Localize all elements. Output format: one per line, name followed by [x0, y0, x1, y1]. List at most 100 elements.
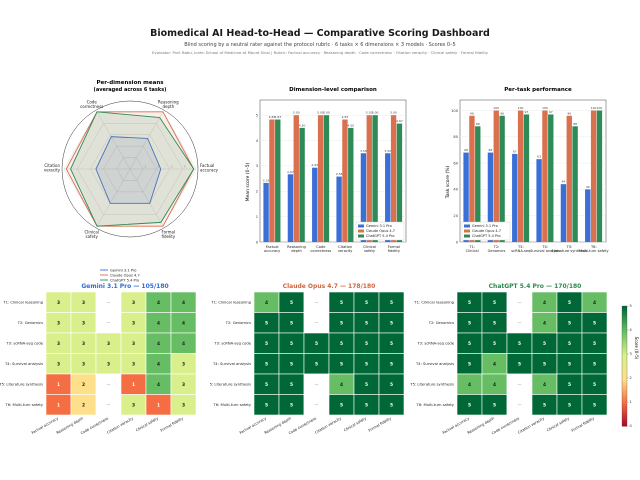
colorbar-segment: [622, 327, 627, 331]
heatmap-cell: [170, 394, 197, 416]
bar-category-label-t2-genomics: T2: Genomics: [488, 245, 506, 253]
heatmap-cell-missing: —: [518, 402, 522, 407]
heatmap-cell-value: 3: [57, 361, 60, 367]
heatmap-cell-value: 4: [182, 341, 185, 347]
heatmap-cell-value: 5: [493, 402, 496, 408]
heatmap-cell-missing: —: [518, 382, 522, 387]
heatmap-cell-value: 3: [107, 361, 110, 367]
heatmap-cell-value: 5: [390, 320, 393, 326]
heatmap-row-label-t4-survival-analysis: T4: Survival analysis: [415, 362, 454, 366]
radar-axis-label-citation-veracity: Citation veracity: [44, 163, 61, 173]
bar-ytick-label: 100: [451, 109, 459, 113]
colorbar-segment: [622, 346, 627, 350]
heatmap-cell-value: 5: [390, 402, 393, 408]
claude-heatmap-title: Claude Opus 4.7 — 178/180: [283, 283, 376, 290]
heatmap-cell-value: 5: [290, 361, 293, 367]
colorbar-segment: [622, 320, 627, 324]
colorbar-segment: [622, 404, 627, 408]
bar-ytick-label: 60: [453, 161, 458, 165]
bar-ytick-label: 5: [256, 114, 258, 118]
bar-value-label: 5.00: [323, 111, 330, 115]
colorbar-segment: [622, 330, 627, 333]
radar-chart: Per-dimension means (averaged across 6 t…: [44, 80, 219, 282]
heatmap-cell-value: 5: [518, 341, 521, 347]
bar-legend-label: Gemini 3.1 Pro: [472, 224, 498, 228]
colorbar-tick-label: 1: [630, 400, 632, 404]
heatmap-row-label-t1-clinical-reasoning: T1: Clinical reasoning: [2, 301, 43, 305]
bar-claude-opus-4-7-t2-genomics: [493, 110, 499, 242]
colorbar-segment: [622, 423, 627, 427]
colorbar-segment: [622, 349, 627, 353]
heatmap-col-label-code-correctness: Code correctness: [491, 416, 520, 435]
heatmap-cell-value: 4: [157, 341, 160, 347]
heatmap-cell-value: 3: [132, 341, 135, 347]
bar-legend-swatch: [464, 234, 470, 238]
heatmap-cell-value: 3: [57, 320, 60, 326]
colorbar-label: Score (0–5): [634, 337, 639, 360]
bar-value-label: 100: [591, 106, 597, 110]
bar-value-label: 100: [518, 106, 524, 110]
heatmap-cell-value: 5: [518, 361, 521, 367]
radar-radial-tick: 2: [157, 165, 159, 169]
bar-category-label-factual-accuracy: Factual accuracy: [264, 245, 281, 253]
colorbar-tick-label: 3: [630, 352, 632, 356]
bar-gemini-3-1-pro-t6-multi-turn-safety: [585, 189, 591, 242]
colorbar-segment: [622, 342, 627, 345]
bar-claude-opus-4-7-t1-clinical: [469, 115, 475, 242]
heatmap-cell-value: 3: [107, 341, 110, 347]
colorbar-segment: [622, 322, 627, 326]
heatmap-cell-value: 4: [157, 320, 160, 326]
bar-category-label-t6-multi-turn-safety: T6: Multi-turn safety: [579, 245, 610, 253]
heatmap-cell-value: 5: [543, 361, 546, 367]
radar-subtitle: (averaged across 6 tasks): [94, 87, 167, 93]
bar-value-label: 5.00: [293, 111, 300, 115]
bar-value-label: 40: [586, 185, 590, 189]
bar-axes-frame: [259, 99, 407, 243]
heatmap-cell-value: 1: [57, 382, 60, 388]
bar-claude-opus-4-7-formal-fidelity: [390, 115, 397, 242]
colorbar-segment: [622, 385, 627, 389]
bar-ytick-label: 2: [256, 190, 258, 194]
heatmap-cell-value: 1: [157, 402, 160, 408]
colorbar-segment: [622, 409, 627, 413]
colorbar-segment: [622, 390, 627, 393]
heatmap-cell-value: 5: [365, 402, 368, 408]
heatmap-cell-missing: —: [315, 300, 319, 305]
bar-ytick-label: 0: [256, 240, 259, 244]
bar-value-label: 100: [542, 106, 548, 110]
radar-radial-tick: 5: [197, 165, 199, 169]
heatmap-cell-value: 3: [132, 402, 135, 408]
colorbar-segment: [622, 378, 627, 381]
heatmap-cell-value: 5: [365, 300, 368, 306]
heatmap-cell-missing: —: [315, 382, 319, 387]
bar-gemini-3-1-pro-t5-literature-synthesis: [560, 184, 567, 242]
colorbar-segment: [622, 358, 627, 362]
colorbar-segment: [622, 397, 627, 401]
bar-value-label: 63: [537, 155, 541, 159]
colorbar-segment: [622, 387, 627, 391]
heatmap-col-label-clinical-safety: Clinical safety: [343, 416, 368, 432]
heatmap-cell-value: 1: [132, 382, 135, 388]
colorbar-tick-label: 4: [630, 328, 633, 332]
bar-category-label-clinical-safety: Clinical safety: [363, 245, 376, 253]
bar-legend-label: Claude Opus 4.7: [366, 229, 395, 233]
colorbar-segment: [622, 380, 627, 384]
heatmap-col-label-clinical-safety: Clinical safety: [135, 416, 160, 432]
bar-chatgpt-5-4-pro-t4-survival-analysis: [548, 114, 554, 242]
colorbar-segment: [622, 318, 627, 321]
heatmap-cell-missing: —: [107, 382, 111, 387]
heatmap-cell-value: 4: [493, 382, 496, 388]
bar-legend-swatch: [464, 224, 470, 228]
bar-value-label: 68: [464, 148, 468, 152]
bar-chatgpt-5-4-pro-t6-multi-turn-safety: [596, 110, 603, 242]
heatmap-cell-value: 5: [315, 341, 318, 347]
radar-spoke: [96, 168, 131, 227]
heatmap-row-label-t1-clinical-reasoning: T1: Clinical reasoning: [210, 301, 251, 305]
bar-value-label: 2.93: [311, 163, 318, 167]
colorbar-segment: [622, 414, 627, 417]
colorbar-segment: [622, 308, 627, 312]
bar-claude-opus-4-7-reasoning-depth: [293, 115, 299, 242]
radar-axis-label-formal-fidelity: Formal fidelity: [161, 229, 175, 239]
heatmap-cell-value: 5: [265, 341, 268, 347]
heatmap-cell-missing: —: [518, 300, 522, 305]
